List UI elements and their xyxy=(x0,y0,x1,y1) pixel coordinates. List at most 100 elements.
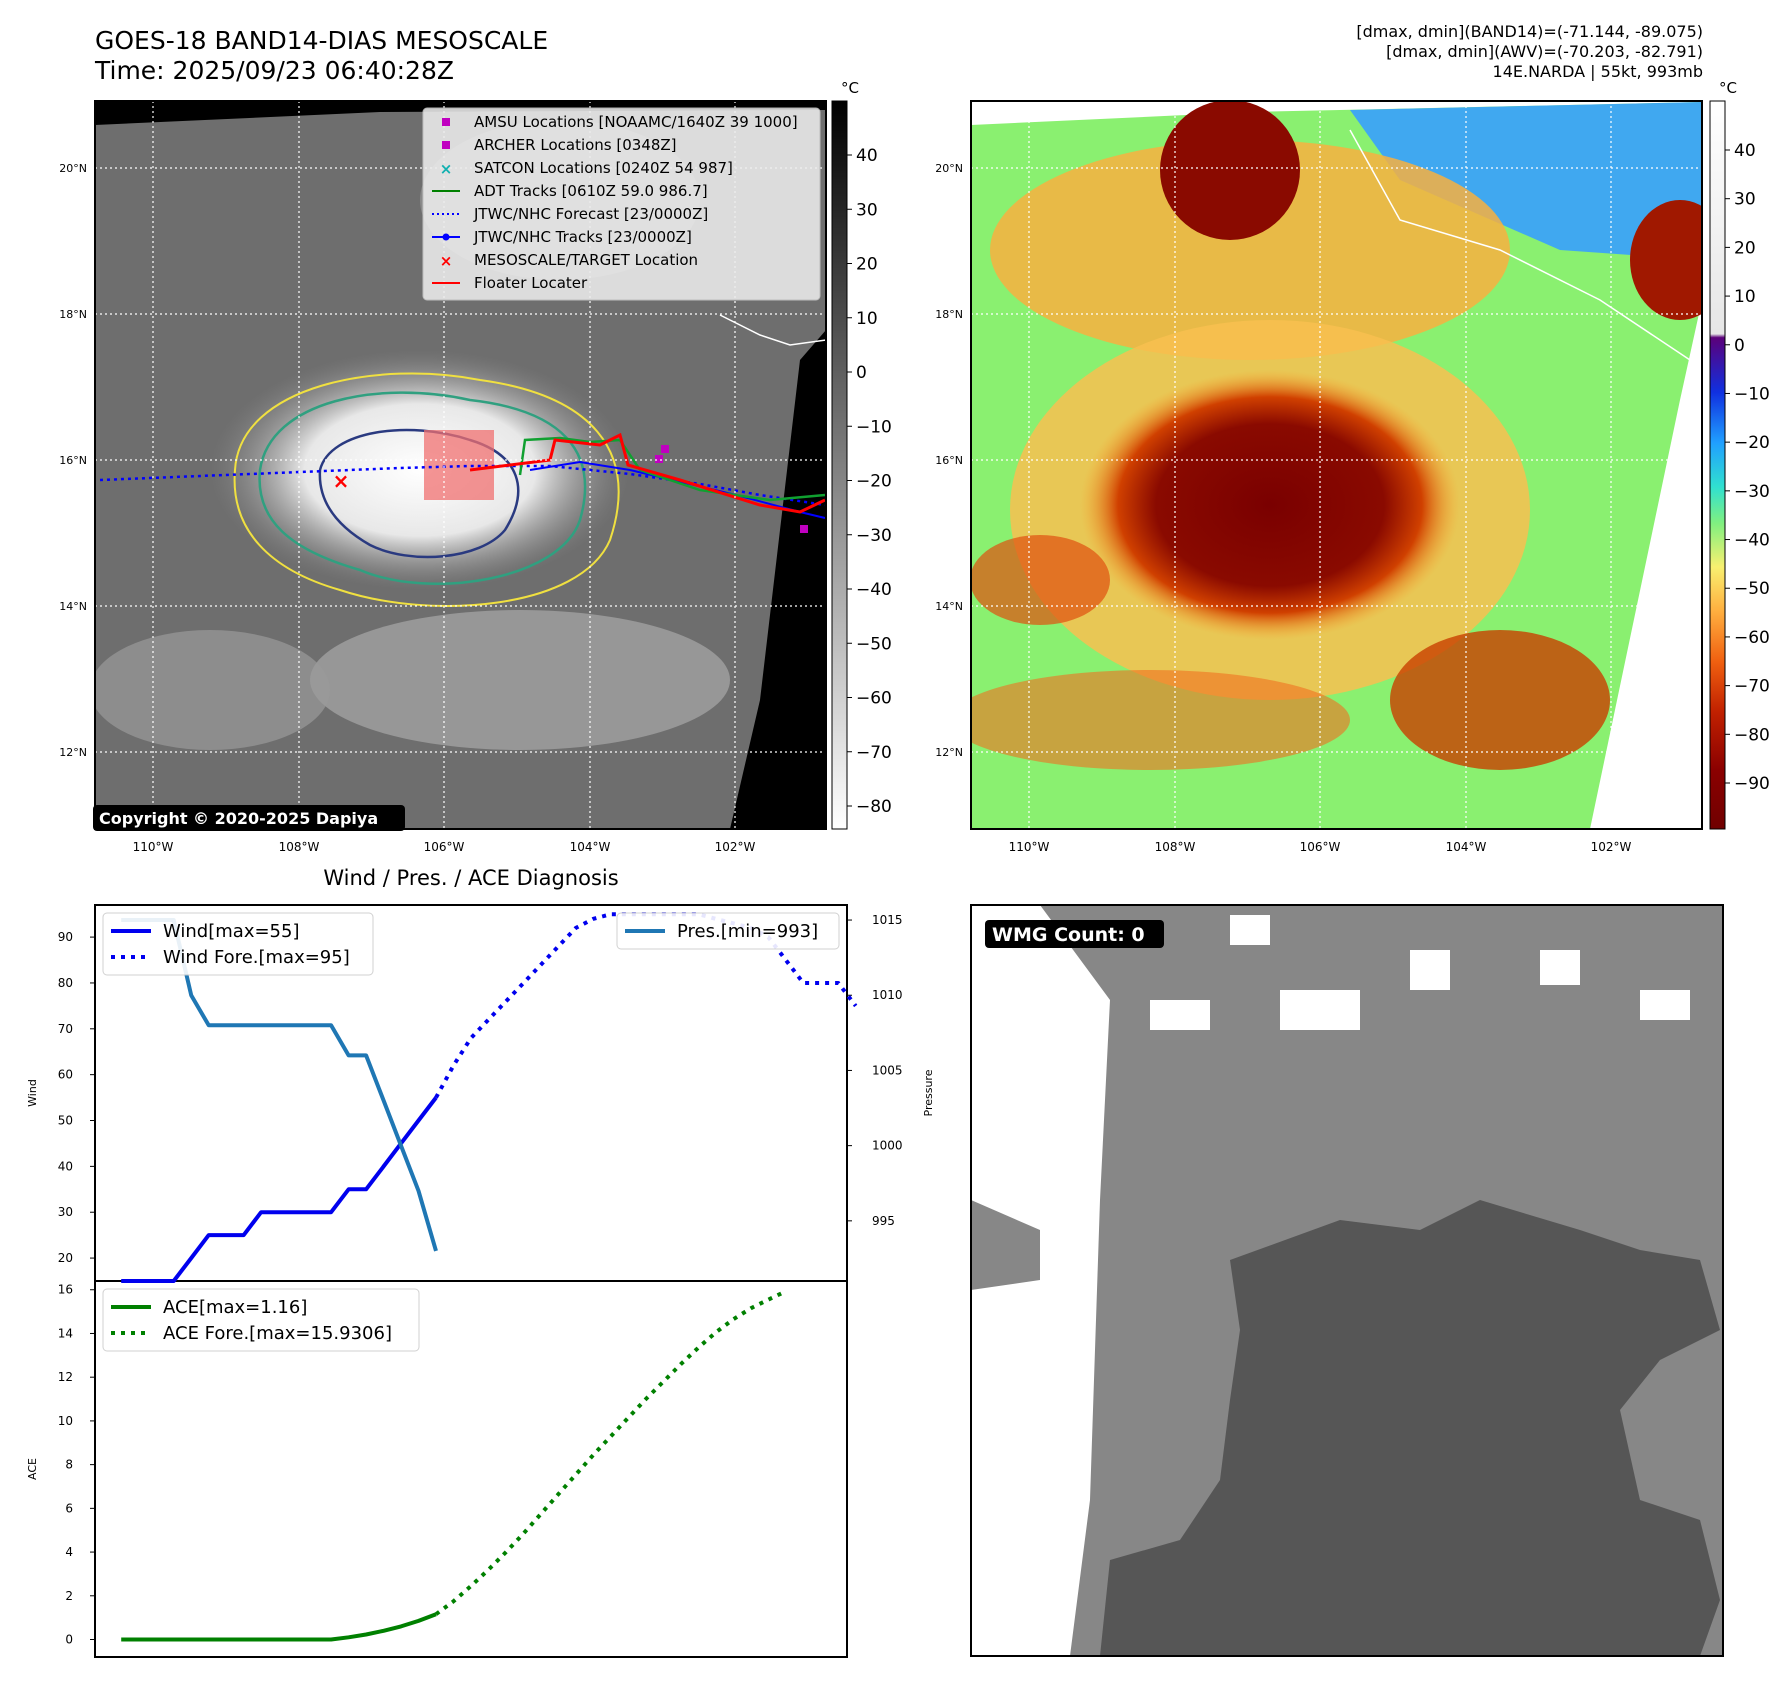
ir-colorbar-tick-label: −60 xyxy=(856,689,892,709)
ir-colorbar-tick-label: −10 xyxy=(856,417,892,437)
awv-lat-tick: 14°N xyxy=(935,600,963,613)
y-tick-label: 50 xyxy=(58,1114,73,1128)
awv-colorbar-tick-label: −10 xyxy=(1734,384,1770,404)
awv-colorbar-tick-label: −90 xyxy=(1734,774,1770,794)
awv-colorbar-tick-label: −40 xyxy=(1734,531,1770,551)
awv-coastline xyxy=(1349,129,1691,361)
legend-label: JTWC/NHC Tracks [23/0000Z] xyxy=(473,228,692,246)
info-line-storm: 14E.NARDA | 55kt, 993mb xyxy=(1492,62,1703,81)
chart-legend-label: Pres.[min=993] xyxy=(677,921,818,942)
floater-box xyxy=(424,430,494,500)
map-lon-tick: 106°W xyxy=(424,840,465,854)
cloud-band-south xyxy=(310,610,730,750)
ace-axis-label: ACE xyxy=(26,1458,39,1480)
y-tick-label: 60 xyxy=(58,1068,73,1082)
ir-colorbar-tick-label: −30 xyxy=(856,526,892,546)
map-legend-entries: AMSU Locations [NOAAMC/1640Z 39 1000] ARC… xyxy=(432,113,798,292)
awv-colorbar-tick-label: 0 xyxy=(1734,336,1745,356)
y-tick-label: 6 xyxy=(65,1501,73,1515)
amsu-marker-2 xyxy=(800,525,808,533)
awv-band-south xyxy=(971,670,1350,770)
awv-colorbar-tick-label: −60 xyxy=(1734,628,1770,648)
ir-map-panel: × AMSU Locations [NOAAMC/1640Z 39 1000]A… xyxy=(59,79,892,854)
awv-colorbar-ticks: 40 30 20 10 0 −10 −20 −30 −40 −50 −60 −70 −80 −90 xyxy=(1725,141,1770,794)
chart-legend-label: Wind[max=55] xyxy=(163,921,300,942)
y-tick-label: 80 xyxy=(58,976,73,990)
ir-colorbar-tick-label: 20 xyxy=(856,255,878,275)
archer-marker xyxy=(655,455,663,463)
legend-label: Floater Locater xyxy=(474,274,588,292)
figure-title-line2: Time: 2025/09/23 06:40:28Z xyxy=(95,56,454,85)
map-lon-tick: 108°W xyxy=(279,840,320,854)
chart-legend-box xyxy=(616,912,840,950)
ir-colorbar-tick-label: −70 xyxy=(856,743,892,763)
series-line-wind-max-55- xyxy=(121,1096,438,1283)
wind-pressure-series: 20 30 40 50 60 70 80 90 995 1000 1005 1010 1015 Wind[… xyxy=(58,912,903,1283)
y-tick-label: 4 xyxy=(65,1545,73,1559)
wmg-frame xyxy=(970,904,1724,1657)
legend-label: ARCHER Locations [0348Z] xyxy=(474,136,677,154)
chart-legend-box xyxy=(102,1288,420,1352)
ir-colorbar-tick-label: −50 xyxy=(856,634,892,654)
map-lat-ticks: 20°N 18°N 16°N 14°N 12°N xyxy=(59,162,87,759)
awv-moist-north xyxy=(990,140,1510,360)
wmg-gap-6 xyxy=(1230,915,1270,945)
contour-yellow xyxy=(233,372,620,607)
ir-colorbar-unit: °C xyxy=(841,79,859,97)
ir-colorbar-tick-label: −20 xyxy=(856,472,892,492)
contour-inner xyxy=(318,428,520,559)
awv-dry-region xyxy=(1350,102,1702,260)
y-tick-label: 8 xyxy=(65,1458,73,1472)
y-right-tick-label: 1010 xyxy=(872,988,903,1002)
wind-axis-label: Wind xyxy=(26,1079,39,1107)
y-tick-label: 2 xyxy=(65,1589,73,1603)
awv-lon-ticks: 110°W 108°W 106°W 104°W 102°W xyxy=(1009,840,1632,854)
ir-map-frame xyxy=(94,100,827,830)
awv-colorbar-unit: °C xyxy=(1719,79,1737,97)
awv-map-panel: 20°N 18°N 16°N 14°N 12°N 110°W 108°W 106°W 104°… xyxy=(935,79,1770,854)
ir-colorbar-tick-label: 10 xyxy=(856,309,878,329)
awv-gridlines xyxy=(971,101,1702,829)
diagnosis-chart-panel: Wind / Pres. / ACE Diagnosis 20304050607… xyxy=(26,866,935,1658)
y-right-tick-label: 995 xyxy=(872,1214,895,1228)
awv-lat-tick: 12°N xyxy=(935,746,963,759)
map-lon-ticks: 110°W 108°W 106°W 104°W 102°W xyxy=(133,840,756,854)
legend-marker-dot xyxy=(442,233,450,241)
chart-legend-box xyxy=(102,912,374,976)
y-tick-label: 30 xyxy=(58,1205,73,1219)
series-line-ace-fore-max-15-9306- xyxy=(434,1289,787,1616)
awv-lat-tick: 16°N xyxy=(935,454,963,467)
y-tick-label: 12 xyxy=(58,1370,73,1384)
awv-lon-tick: 106°W xyxy=(1300,840,1341,854)
y-tick-label: 16 xyxy=(58,1283,73,1297)
copyright-badge xyxy=(93,805,405,831)
awv-lon-tick: 102°W xyxy=(1591,840,1632,854)
pressure-axis-label: Pressure xyxy=(922,1069,935,1116)
cloud-band-southwest xyxy=(95,630,330,750)
legend-label: MESOSCALE/TARGET Location xyxy=(474,251,698,269)
awv-colorbar xyxy=(1709,100,1726,830)
info-line-awv: [dmax, dmin](AWV)=(-70.203, -82.791) xyxy=(1386,42,1703,61)
awv-lat-ticks: 20°N 18°N 16°N 14°N 12°N xyxy=(935,162,963,759)
awv-cell-southeast xyxy=(1390,630,1610,770)
awv-lon-tick: 108°W xyxy=(1155,840,1196,854)
legend-marker-square xyxy=(442,118,450,126)
diagnosis-chart-title: Wind / Pres. / ACE Diagnosis xyxy=(323,866,618,890)
y-tick-label: 90 xyxy=(58,930,73,944)
awv-colorbar-tick-label: 30 xyxy=(1734,190,1756,210)
awv-colorbar-tick-label: −30 xyxy=(1734,482,1770,502)
wmg-badge-text: WMG Count: 0 xyxy=(992,924,1145,946)
wmg-gap-5 xyxy=(1640,990,1690,1020)
y-tick-label: 14 xyxy=(58,1326,73,1340)
awv-colorbar-tick-label: 20 xyxy=(1734,238,1756,258)
legend-label: JTWC/NHC Forecast [23/0000Z] xyxy=(473,205,708,223)
legend-marker-x: × xyxy=(440,252,453,270)
y-right-tick-label: 1000 xyxy=(872,1139,903,1153)
y-right-tick-label: 1015 xyxy=(872,913,903,927)
y-tick-label: 40 xyxy=(58,1159,73,1173)
target-location-marker: × xyxy=(333,469,350,493)
ir-colorbar xyxy=(831,100,848,830)
figure-title-line1: GOES-18 BAND14-DIAS MESOSCALE xyxy=(95,26,549,55)
ir-colorbar-tick-label: 40 xyxy=(856,146,878,166)
